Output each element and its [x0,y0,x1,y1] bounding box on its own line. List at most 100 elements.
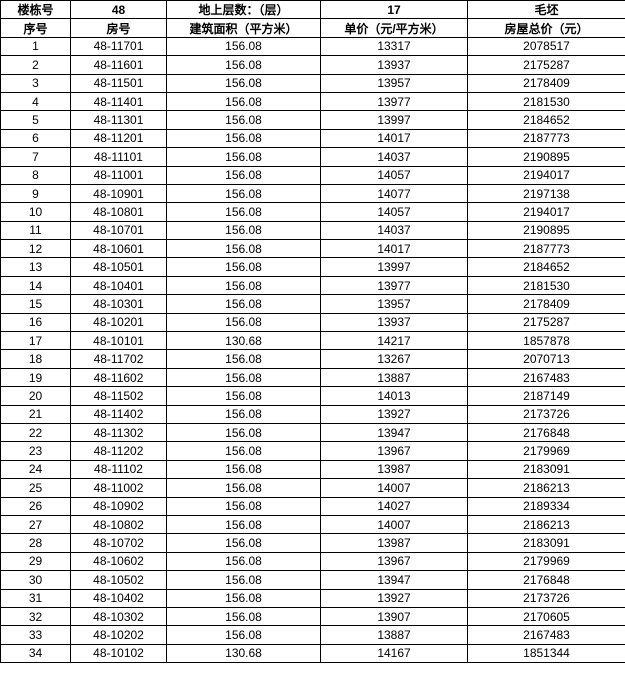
cell-total: 2175287 [468,313,625,331]
cell-area: 156.08 [167,148,321,166]
cell-price: 13887 [321,626,468,644]
building-label: 楼栋号 [1,1,71,19]
cell-total: 2173726 [468,405,625,423]
col-seq: 序号 [1,19,71,37]
cell-total: 2186213 [468,515,625,533]
cell-price: 13927 [321,589,468,607]
table-row: 1748-10101130.68142171857878 [1,332,625,350]
cell-area: 156.08 [167,497,321,515]
cell-room: 48-10201 [71,313,167,331]
cell-price: 13957 [321,295,468,313]
cell-room: 48-10502 [71,571,167,589]
table-row: 248-11601156.08139372175287 [1,56,625,74]
table-row: 2648-10902156.08140272189334 [1,497,625,515]
header-row-columns: 序号 房号 建筑面积（平方米） 单价（元/平方米） 房屋总价（元） [1,19,625,37]
cell-area: 156.08 [167,203,321,221]
cell-room: 48-11501 [71,74,167,92]
cell-seq: 18 [1,350,71,368]
cell-total: 2176848 [468,571,625,589]
cell-area: 156.08 [167,350,321,368]
cell-area: 156.08 [167,368,321,386]
cell-total: 2190895 [468,148,625,166]
cell-area: 156.08 [167,56,321,74]
cell-seq: 20 [1,387,71,405]
col-price: 单价（元/平方米） [321,19,468,37]
cell-total: 2187773 [468,240,625,258]
cell-room: 48-10801 [71,203,167,221]
cell-price: 13907 [321,607,468,625]
cell-total: 2173726 [468,589,625,607]
cell-area: 156.08 [167,129,321,147]
cell-seq: 19 [1,368,71,386]
floors-label: 地上层数：（层） [167,1,321,19]
cell-price: 13947 [321,571,468,589]
cell-price: 13967 [321,442,468,460]
cell-price: 13927 [321,405,468,423]
cell-room: 48-10802 [71,515,167,533]
cell-seq: 30 [1,571,71,589]
cell-seq: 26 [1,497,71,515]
cell-seq: 15 [1,295,71,313]
table-row: 1648-10201156.08139372175287 [1,313,625,331]
table-row: 948-10901156.08140772197138 [1,184,625,202]
cell-total: 2183091 [468,460,625,478]
table-row: 3248-10302156.08139072170605 [1,607,625,625]
cell-area: 156.08 [167,571,321,589]
cell-area: 156.08 [167,607,321,625]
cell-price: 14017 [321,240,468,258]
cell-total: 2184652 [468,258,625,276]
table-row: 148-11701156.08133172078517 [1,37,625,55]
cell-area: 156.08 [167,166,321,184]
cell-seq: 5 [1,111,71,129]
table-row: 3348-10202156.08138872167483 [1,626,625,644]
cell-seq: 7 [1,148,71,166]
cell-price: 13987 [321,534,468,552]
cell-price: 14007 [321,515,468,533]
cell-price: 13957 [321,74,468,92]
table-row: 2748-10802156.08140072186213 [1,515,625,533]
cell-price: 13267 [321,350,468,368]
header-row-meta: 楼栋号 48 地上层数：（层） 17 毛坯 [1,1,625,19]
cell-room: 48-10501 [71,258,167,276]
cell-room: 48-11601 [71,56,167,74]
cell-price: 14037 [321,148,468,166]
cell-price: 13317 [321,37,468,55]
cell-room: 48-10202 [71,626,167,644]
cell-room: 48-11302 [71,423,167,441]
cell-seq: 32 [1,607,71,625]
cell-total: 2186213 [468,479,625,497]
cell-room: 48-10702 [71,534,167,552]
cell-room: 48-10401 [71,276,167,294]
cell-price: 13937 [321,313,468,331]
cell-room: 48-11702 [71,350,167,368]
cell-room: 48-10301 [71,295,167,313]
cell-room: 48-11301 [71,111,167,129]
cell-room: 48-11402 [71,405,167,423]
cell-seq: 34 [1,644,71,662]
cell-price: 14217 [321,332,468,350]
cell-total: 2183091 [468,534,625,552]
cell-total: 2189334 [468,497,625,515]
cell-seq: 25 [1,479,71,497]
cell-room: 48-10101 [71,332,167,350]
cell-area: 156.08 [167,552,321,570]
cell-room: 48-11401 [71,92,167,110]
cell-area: 156.08 [167,74,321,92]
cell-total: 2181530 [468,92,625,110]
cell-area: 156.08 [167,460,321,478]
finish-value: 毛坯 [468,1,625,19]
table-row: 1548-10301156.08139572178409 [1,295,625,313]
table-row: 1148-10701156.08140372190895 [1,221,625,239]
cell-seq: 31 [1,589,71,607]
cell-total: 1857878 [468,332,625,350]
table-row: 1048-10801156.08140572194017 [1,203,625,221]
cell-price: 14027 [321,497,468,515]
cell-room: 48-10602 [71,552,167,570]
table-row: 2348-11202156.08139672179969 [1,442,625,460]
cell-seq: 12 [1,240,71,258]
cell-room: 48-10102 [71,644,167,662]
cell-room: 48-10302 [71,607,167,625]
cell-area: 156.08 [167,534,321,552]
cell-seq: 22 [1,423,71,441]
col-room: 房号 [71,19,167,37]
